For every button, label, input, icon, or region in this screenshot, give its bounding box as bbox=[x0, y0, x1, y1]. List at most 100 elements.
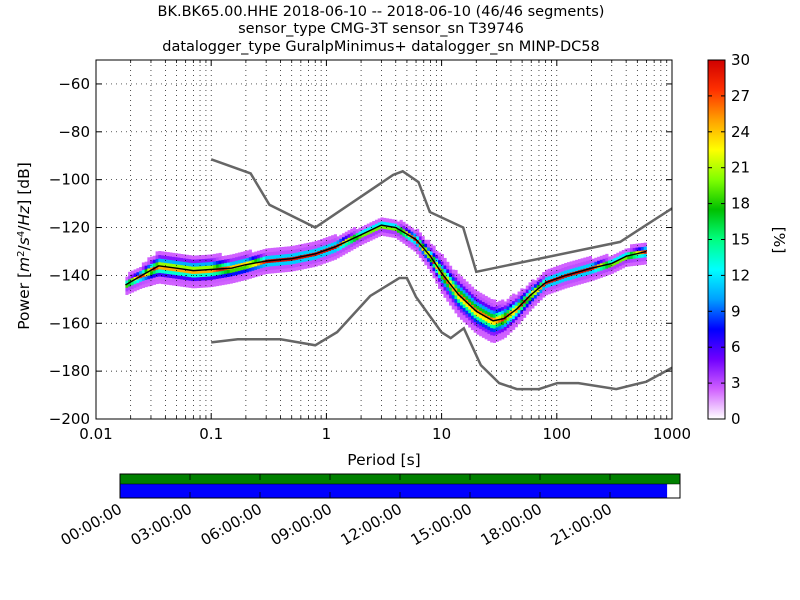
heatmap-cell bbox=[353, 237, 357, 242]
heatmap-cell bbox=[531, 293, 535, 298]
heatmap-cell bbox=[289, 246, 294, 251]
heatmap-cell bbox=[517, 309, 521, 314]
heatmap-cell bbox=[528, 296, 532, 301]
heatmap-cell bbox=[152, 270, 156, 275]
heatmap-cell bbox=[523, 288, 527, 293]
heatmap-cell bbox=[306, 260, 310, 265]
heatmap-cell bbox=[440, 257, 444, 262]
heatmap-cell bbox=[278, 261, 283, 266]
heatmap-cell bbox=[484, 313, 488, 318]
heatmap-cell bbox=[399, 219, 403, 224]
heatmap-cell bbox=[248, 260, 252, 265]
heatmap-cell bbox=[487, 301, 491, 306]
heatmap-cell bbox=[265, 269, 269, 274]
heatmap-cell bbox=[188, 258, 192, 263]
heatmap-cell bbox=[473, 314, 477, 319]
heatmap-cell bbox=[547, 286, 551, 291]
heatmap-cell bbox=[432, 252, 436, 257]
heatmap-cell bbox=[547, 275, 551, 280]
heatmap-cell bbox=[470, 300, 475, 305]
heatmap-cell bbox=[152, 273, 156, 278]
heatmap-cell bbox=[207, 272, 211, 277]
heatmap-cell bbox=[438, 259, 442, 264]
heatmap-cell bbox=[350, 243, 354, 247]
heatmap-cell bbox=[495, 309, 499, 314]
heatmap-cell bbox=[303, 257, 307, 262]
heatmap-cell bbox=[385, 221, 390, 226]
heatmap-cell bbox=[163, 276, 167, 281]
heatmap-cell bbox=[605, 264, 609, 269]
heatmap-cell bbox=[372, 228, 376, 233]
heatmap-cell bbox=[300, 251, 305, 256]
heatmap-cell bbox=[268, 251, 272, 256]
heatmap-cell bbox=[402, 239, 406, 244]
heatmap-cell bbox=[473, 289, 477, 294]
heatmap-cell bbox=[525, 303, 529, 308]
heatmap-cell bbox=[501, 324, 505, 329]
heatmap-cell bbox=[473, 303, 477, 308]
chart-title-line-1: BK.BK65.00.HHE 2018-06-10 -- 2018-06-10 … bbox=[158, 4, 605, 20]
heatmap-cell bbox=[451, 269, 455, 274]
heatmap-cell bbox=[564, 277, 568, 282]
heatmap-cell bbox=[218, 274, 222, 279]
heatmap-cell bbox=[509, 314, 513, 319]
heatmap-cell bbox=[564, 280, 568, 285]
heatmap-cell bbox=[161, 276, 165, 281]
heatmap-cell bbox=[193, 255, 198, 260]
heatmap-cell bbox=[163, 262, 167, 267]
heatmap-cell bbox=[207, 258, 211, 263]
heatmap-cell bbox=[229, 276, 233, 281]
heatmap-cell bbox=[270, 255, 274, 260]
heatmap-cell bbox=[597, 267, 601, 272]
heatmap-cell bbox=[155, 276, 159, 281]
heatmap-cell bbox=[309, 256, 313, 261]
heatmap-cell bbox=[295, 248, 299, 253]
heatmap-cell bbox=[539, 292, 543, 297]
heatmap-cell bbox=[158, 251, 162, 255]
heatmap-cell bbox=[358, 234, 362, 239]
heatmap-cell bbox=[232, 271, 236, 276]
heatmap-cell bbox=[320, 257, 324, 262]
heatmap-cell bbox=[558, 272, 562, 277]
heatmap-cell bbox=[454, 277, 458, 282]
heatmap-cell bbox=[531, 297, 535, 302]
heatmap-cell bbox=[558, 264, 562, 269]
heatmap-cell bbox=[193, 262, 198, 267]
heatmap-cell bbox=[457, 306, 461, 311]
heatmap-cell bbox=[484, 303, 488, 308]
heatmap-cell bbox=[465, 310, 469, 315]
heatmap-cell bbox=[191, 259, 195, 264]
heatmap-cell bbox=[213, 253, 217, 258]
heatmap-cell bbox=[429, 269, 433, 274]
heatmap-cell bbox=[235, 253, 239, 258]
heatmap-cell bbox=[342, 244, 346, 249]
heatmap-cell bbox=[196, 276, 200, 281]
heatmap-cell bbox=[215, 264, 220, 269]
heatmap-cell bbox=[542, 275, 546, 280]
heatmap-cell bbox=[152, 255, 156, 260]
heatmap-cell bbox=[427, 239, 431, 244]
heatmap-cell bbox=[147, 264, 151, 269]
heatmap-cell bbox=[333, 241, 337, 246]
heatmap-cell bbox=[586, 256, 590, 261]
heatmap-cell bbox=[166, 273, 170, 278]
heatmap-cell bbox=[314, 248, 318, 253]
heatmap-cell bbox=[141, 283, 145, 288]
heatmap-cell bbox=[287, 260, 291, 265]
heatmap-cell bbox=[498, 318, 502, 323]
heatmap-cell bbox=[144, 279, 148, 284]
heatmap-cell bbox=[342, 247, 346, 252]
heatmap-cell bbox=[130, 281, 135, 286]
heatmap-cell bbox=[372, 224, 376, 229]
heatmap-cell bbox=[643, 257, 647, 261]
heatmap-cell bbox=[243, 276, 247, 281]
heatmap-cell bbox=[465, 317, 469, 322]
heatmap-cell bbox=[317, 254, 321, 259]
heatmap-cell bbox=[627, 262, 631, 267]
heatmap-cell bbox=[440, 261, 444, 266]
heatmap-cell bbox=[492, 306, 497, 311]
heatmap-cell bbox=[566, 262, 571, 267]
heatmap-cell bbox=[580, 258, 584, 263]
heatmap-cell bbox=[490, 338, 494, 343]
heatmap-cell bbox=[128, 271, 132, 276]
